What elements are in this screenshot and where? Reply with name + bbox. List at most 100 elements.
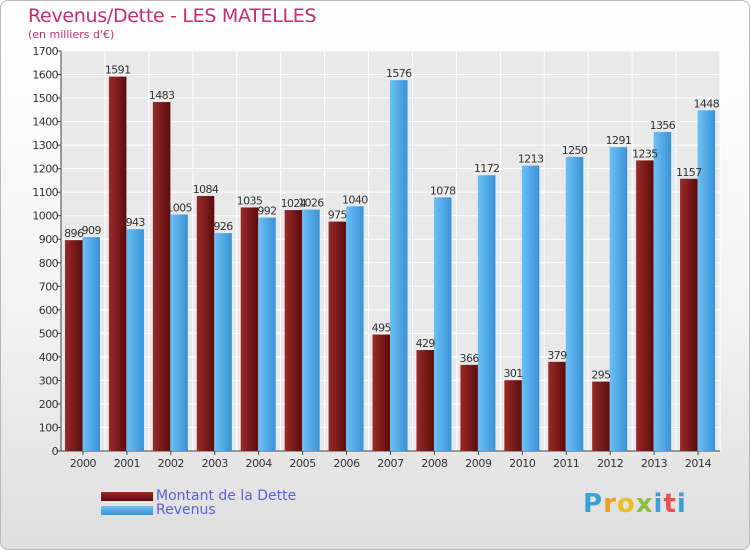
bar-revenus	[258, 217, 276, 451]
logo-letter: x	[635, 489, 654, 519]
data-label: 1035	[237, 194, 263, 207]
x-tick-label: 2003	[202, 457, 229, 470]
bar-dette	[65, 240, 83, 451]
data-label: 1026	[298, 197, 324, 210]
bar-revenus	[126, 229, 144, 451]
bar-revenus	[302, 209, 320, 451]
y-tick-label: 900	[39, 233, 59, 246]
y-tick-label: 1100	[32, 186, 58, 199]
bar-dette	[372, 334, 391, 451]
bar-revenus	[170, 214, 188, 451]
logo-letter: i	[676, 489, 687, 519]
y-tick-label: 1600	[32, 69, 58, 82]
legend-label-dette: Montant de la Dette	[156, 488, 297, 504]
bar-dette	[196, 195, 215, 451]
y-tick-label: 400	[39, 351, 59, 364]
y-tick-label: 1200	[32, 163, 58, 176]
data-label: 1356	[650, 119, 676, 132]
data-label: 992	[257, 205, 276, 218]
data-label: 1078	[430, 184, 456, 197]
data-label: 1040	[342, 193, 368, 206]
logo-letter: t	[663, 489, 677, 519]
bar-dette	[504, 380, 522, 451]
data-label: 896	[64, 227, 84, 240]
data-label: 1157	[676, 166, 702, 179]
x-tick-label: 2013	[641, 457, 668, 470]
x-tick-label: 2014	[685, 457, 712, 470]
data-label: 1250	[562, 144, 588, 157]
data-label: 1213	[518, 153, 544, 166]
bar-dette	[548, 361, 566, 451]
bar-revenus	[477, 175, 496, 451]
data-label: 1591	[105, 64, 131, 77]
data-label: 379	[547, 349, 567, 362]
legend-label-revenus: Revenus	[156, 502, 216, 518]
y-tick-label: 0	[52, 445, 59, 458]
bar-revenus	[521, 165, 540, 451]
x-tick-label: 2000	[70, 457, 97, 470]
data-label: 1483	[149, 89, 175, 102]
x-tick-label: 2005	[289, 457, 316, 470]
x-tick-label: 2010	[509, 457, 536, 470]
bar-dette	[592, 381, 610, 451]
bar-revenus	[565, 156, 584, 451]
data-label: 943	[126, 216, 146, 229]
data-label: 1235	[632, 147, 658, 160]
chart-title: Revenus/Dette - LES MATELLES	[28, 5, 317, 27]
bar-dette	[416, 350, 434, 451]
bar-revenus	[390, 80, 408, 452]
bar-revenus	[82, 237, 100, 451]
data-label: 301	[503, 367, 522, 380]
logo-letter: o	[616, 489, 636, 519]
bar-dette	[108, 76, 127, 451]
bar-revenus	[609, 147, 628, 451]
x-tick-label: 2007	[377, 457, 404, 470]
bar-revenus	[697, 110, 716, 451]
bar-revenus	[214, 233, 232, 451]
y-tick-label: 600	[39, 304, 59, 317]
logo-letter: P	[583, 489, 604, 519]
y-tick-label: 500	[39, 327, 59, 340]
y-tick-label: 1300	[32, 139, 58, 152]
x-tick-label: 2001	[114, 457, 140, 470]
data-label: 1172	[474, 162, 500, 175]
y-tick-label: 1500	[32, 92, 58, 105]
axes: 0 100 200 300 400 500 600 700 800 900 1000 1100 1200…	[32, 45, 720, 470]
data-label: 429	[416, 337, 436, 350]
y-tick-label: 700	[39, 280, 59, 293]
bar-dette	[240, 207, 259, 451]
data-label: 909	[82, 224, 102, 237]
legend-item-dette: Montant de la Dette	[101, 488, 296, 504]
data-label: 1005	[166, 202, 192, 215]
y-tick-label: 1700	[32, 45, 58, 58]
y-tick-label: 300	[39, 374, 59, 387]
y-tick-label: 1000	[32, 210, 58, 223]
data-label: 495	[372, 322, 392, 335]
data-label: 1291	[606, 134, 632, 147]
bar-dette	[328, 221, 347, 451]
legend-swatch-revenus	[101, 505, 153, 515]
bar-dette	[680, 178, 698, 451]
data-label: 1448	[694, 97, 720, 110]
logo-letter: r	[603, 489, 617, 519]
logo-letter: i	[653, 489, 664, 519]
data-labels: 896 1591 1483 1084 1035 1024 975 495 429 366 301 37…	[64, 64, 720, 382]
x-tick-label: 2011	[553, 457, 579, 470]
data-label: 366	[460, 352, 480, 365]
bars	[65, 76, 716, 452]
y-tick-label: 800	[39, 257, 59, 270]
bar-dette	[284, 210, 303, 451]
bar-revenus	[433, 197, 452, 451]
data-label: 295	[591, 369, 611, 382]
bar-dette	[152, 102, 171, 451]
x-tick-label: 2012	[597, 457, 623, 470]
bar-revenus	[653, 131, 672, 452]
chart-subtitle: (en milliers d'€)	[28, 28, 115, 41]
legend-item-revenus: Revenus	[101, 502, 216, 518]
x-tick-label: 2004	[245, 457, 272, 470]
proxiti-logo: Proxiti	[583, 489, 687, 519]
y-tick-label: 100	[39, 421, 59, 434]
bar-dette	[636, 160, 654, 452]
